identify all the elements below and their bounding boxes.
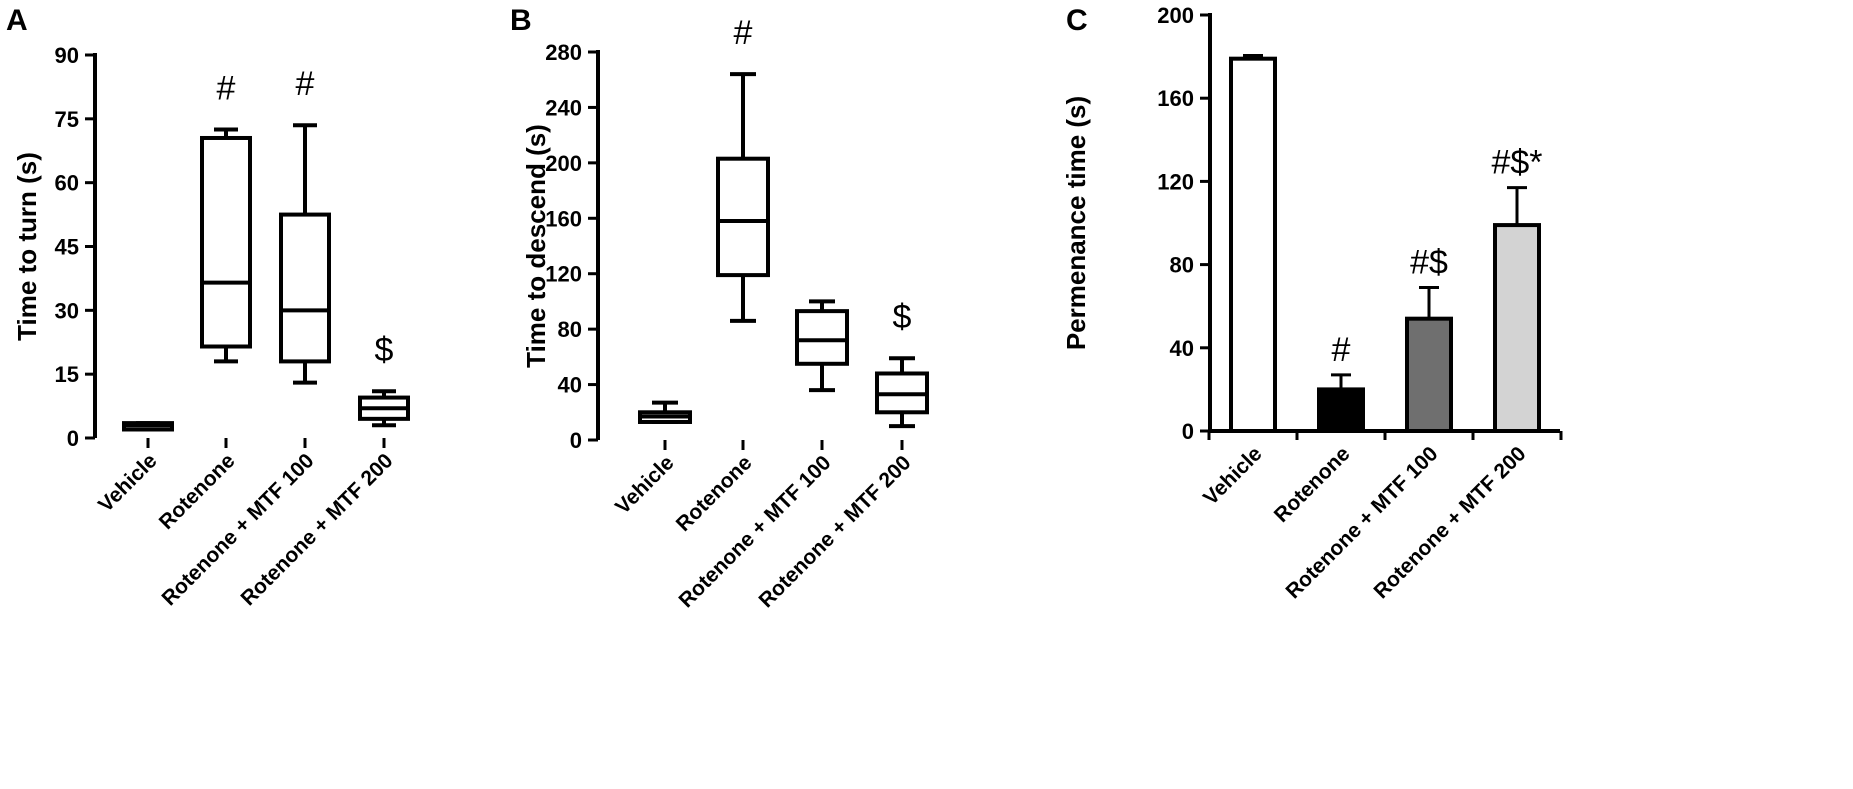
y-tick-label: 90: [55, 43, 79, 68]
y-tick-label: 0: [1182, 419, 1194, 444]
box-iqr: [200, 135, 252, 349]
y-axis-title: Time to descend (s): [521, 124, 551, 368]
bar: [1493, 223, 1541, 433]
box-iqr: [279, 212, 331, 364]
significance-label: #: [734, 14, 753, 52]
category-label: Rotenone + MTF 100: [674, 451, 835, 612]
category-label: Rotenone: [672, 451, 757, 536]
y-tick-label: 80: [1170, 253, 1194, 278]
y-tick-label: 120: [1157, 169, 1194, 194]
category-label: Rotenone: [155, 449, 240, 534]
category-label: Vehicle: [94, 449, 161, 516]
y-axis-title: Permenance time (s): [1061, 96, 1091, 350]
y-tick-label: 40: [558, 373, 582, 398]
significance-label: $: [375, 331, 394, 369]
y-axis-title: Time to turn (s): [12, 152, 42, 341]
y-tick-label: 80: [558, 317, 582, 342]
y-tick-label: 0: [570, 428, 582, 453]
category-label: Rotenone + MTF 200: [1369, 442, 1530, 603]
significance-label: $: [893, 298, 912, 336]
y-tick-label: 75: [55, 107, 79, 132]
box-iqr: [716, 156, 770, 278]
panel-letter: C: [1066, 4, 1088, 37]
y-tick-label: 240: [545, 95, 582, 120]
y-tick-label: 200: [1157, 3, 1194, 28]
category-label: Vehicle: [611, 451, 678, 518]
y-tick-label: 15: [55, 362, 79, 387]
significance-label: #: [217, 69, 236, 107]
category-label: Rotenone: [1270, 442, 1355, 527]
y-tick-label: 30: [55, 298, 79, 323]
significance-label: #$: [1410, 243, 1448, 281]
y-tick-label: 280: [545, 40, 582, 65]
panel-letter: A: [6, 4, 28, 37]
bar: [1317, 387, 1365, 433]
category-label: Rotenone + MTF 100: [1281, 442, 1442, 603]
category-label: Rotenone + MTF 200: [236, 449, 397, 610]
y-tick-label: 0: [67, 426, 79, 451]
y-tick-label: 60: [55, 171, 79, 196]
box-iqr: [795, 309, 849, 366]
y-tick-label: 160: [1157, 86, 1194, 111]
significance-label: #$*: [1491, 144, 1542, 182]
significance-label: #: [296, 65, 315, 103]
y-tick-label: 200: [545, 151, 582, 176]
panel-c: C 0 40 80 120 160 200 Permenance time (s) Vehicl…: [1061, 3, 1563, 603]
category-label: Rotenone + MTF 100: [157, 449, 318, 610]
category-label: Rotenone + MTF 200: [754, 451, 915, 612]
panel-letter: B: [510, 4, 532, 37]
bar: [1405, 316, 1453, 433]
y-tick-label: 120: [545, 262, 582, 287]
category-label: Vehicle: [1199, 442, 1266, 509]
panel-b: B 0 40 80 120 160 200 240 280 Time to descend (s)…: [510, 4, 929, 612]
y-tick-label: 45: [55, 235, 79, 260]
y-tick-label: 160: [545, 206, 582, 231]
significance-label: #: [1332, 331, 1351, 369]
y-tick-label: 40: [1170, 336, 1194, 361]
bar: [1229, 56, 1277, 434]
